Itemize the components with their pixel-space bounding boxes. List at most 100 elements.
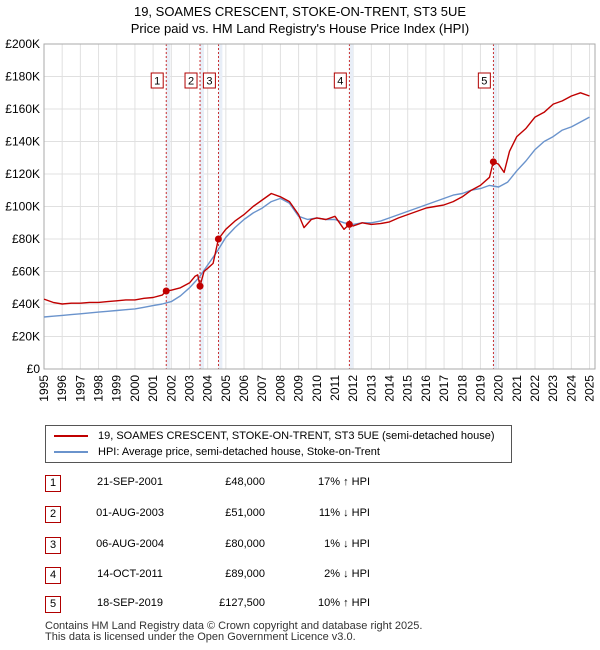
x-tick-label: 2002 [164, 375, 178, 402]
sale-point [196, 282, 204, 290]
x-tick-label: 1996 [55, 375, 69, 402]
transaction-date: 01-AUG-2003 [96, 507, 164, 519]
x-tick-label: 2014 [383, 375, 397, 402]
transaction-hpi: 2% ↓ HPI [324, 568, 370, 580]
transaction-number: 5 [45, 596, 61, 613]
legend-swatch-red [54, 435, 88, 438]
x-tick-label: 2003 [182, 375, 196, 402]
chart-legend: 19, SOAMES CRESCENT, STOKE-ON-TRENT, ST3… [45, 425, 512, 463]
x-tick-label: 2009 [292, 375, 306, 402]
legend-item-property: 19, SOAMES CRESCENT, STOKE-ON-TRENT, ST3… [54, 428, 495, 444]
sale-shade [200, 44, 205, 369]
transaction-number: 2 [45, 506, 61, 523]
transaction-date: 21-SEP-2001 [96, 476, 164, 488]
sale-shade [349, 44, 354, 369]
x-tick-label: 2022 [528, 375, 542, 402]
sale-marker-label: 2 [188, 76, 194, 88]
sale-marker-label: 1 [154, 76, 160, 88]
x-tick-label: 2015 [401, 375, 415, 402]
transaction-number: 3 [45, 537, 61, 554]
sale-shade [493, 44, 498, 369]
sale-marker-label: 4 [337, 76, 343, 88]
sale-marker-box [333, 72, 347, 89]
sale-marker-label: 3 [206, 76, 212, 88]
sale-point [214, 235, 222, 243]
sale-marker-box [202, 72, 216, 89]
legend-swatch-blue [54, 451, 88, 454]
sale-marker-box [477, 72, 491, 89]
x-tick-label: 2019 [473, 375, 487, 402]
legend-item-hpi: HPI: Average price, semi-detached house,… [54, 444, 380, 460]
x-tick-label: 2023 [546, 375, 560, 402]
x-tick-label: 2012 [346, 375, 360, 402]
transaction-date: 06-AUG-2004 [96, 538, 164, 550]
x-tick-label: 2007 [255, 375, 269, 402]
x-tick-label: 2025 [583, 375, 597, 402]
table-row: 1 21-SEP-2001 £48,000 17% ↑ HPI [45, 475, 465, 492]
x-tick-label: 2024 [564, 375, 578, 402]
y-tick-label: £40K [12, 297, 40, 311]
transaction-price: £89,000 [225, 568, 265, 580]
sale-point [345, 220, 353, 228]
transaction-price: £48,000 [225, 476, 265, 488]
sale-marker-label: 5 [481, 76, 487, 88]
x-tick-label: 2001 [146, 375, 160, 402]
table-row: 3 06-AUG-2004 £80,000 1% ↓ HPI [45, 537, 465, 554]
x-tick-label: 2004 [201, 375, 215, 402]
y-tick-label: £180K [5, 70, 40, 84]
table-row: 4 14-OCT-2011 £89,000 2% ↓ HPI [45, 567, 465, 584]
x-tick-label: 2020 [492, 375, 506, 402]
price-chart: £0 £20K £40K £60K £80K £100K £120K £140K £160K £1… [5, 37, 597, 402]
y-tick-label: £120K [5, 167, 40, 181]
y-tick-label: £200K [5, 37, 40, 51]
x-tick-label: 2008 [273, 375, 287, 402]
y-tick-label: £20K [12, 330, 40, 344]
x-tick-label: 2006 [237, 375, 251, 402]
x-tick-label: 2017 [437, 375, 451, 402]
plot-frame [43, 43, 596, 370]
transaction-price: £80,000 [225, 538, 265, 550]
x-tick-label: 1997 [73, 375, 87, 402]
transaction-price: £51,000 [225, 507, 265, 519]
x-tick-label: 2010 [310, 375, 324, 402]
table-row: 2 01-AUG-2003 £51,000 11% ↓ HPI [45, 506, 465, 523]
x-tick-label: 2021 [510, 375, 524, 402]
sale-marker-box [150, 72, 164, 89]
sale-marker-box [184, 72, 198, 89]
footer-copyright: Contains HM Land Registry data © Crown c… [45, 620, 423, 632]
transaction-hpi: 10% ↑ HPI [318, 597, 370, 609]
y-tick-label: £0 [27, 362, 41, 376]
x-tick-label: 2005 [219, 375, 233, 402]
y-tick-label: £60K [12, 265, 40, 279]
x-tick-label: 2000 [128, 375, 142, 402]
transaction-hpi: 11% ↓ HPI [318, 507, 370, 519]
legend-label-hpi: HPI: Average price, semi-detached house,… [98, 446, 380, 458]
y-tick-label: £160K [5, 102, 40, 116]
chart-title: 19, SOAMES CRESCENT, STOKE-ON-TRENT, ST3… [133, 4, 467, 19]
transaction-hpi: 17% ↑ HPI [318, 476, 370, 488]
transaction-date: 18-SEP-2019 [96, 597, 164, 609]
x-tick-label: 1998 [92, 375, 106, 402]
sale-shade [166, 44, 171, 369]
transaction-hpi: 1% ↓ HPI [324, 538, 370, 550]
y-tick-label: £140K [5, 135, 40, 149]
y-tick-label: £80K [12, 232, 40, 246]
sale-point [162, 287, 170, 295]
sale-point [489, 158, 497, 166]
x-tick-label: 1999 [110, 375, 124, 402]
x-tick-label: 2013 [364, 375, 378, 402]
transaction-number: 4 [45, 567, 61, 584]
table-row: 5 18-SEP-2019 £127,500 10% ↑ HPI [45, 596, 465, 613]
legend-label-property: 19, SOAMES CRESCENT, STOKE-ON-TRENT, ST3… [98, 430, 495, 442]
footer-licence: This data is licensed under the Open Gov… [45, 631, 356, 643]
y-tick-label: £100K [5, 200, 40, 214]
transaction-price: £127,500 [219, 597, 265, 609]
x-tick-label: 2011 [328, 375, 342, 401]
chart-subtitle: Price paid vs. HM Land Registry's House … [130, 21, 470, 36]
x-tick-label: 1995 [37, 375, 51, 402]
transaction-date: 14-OCT-2011 [97, 568, 163, 580]
sale-shade [218, 44, 223, 369]
x-tick-label: 2018 [455, 375, 469, 402]
transaction-number: 1 [45, 475, 61, 492]
x-tick-label: 2016 [419, 375, 433, 402]
